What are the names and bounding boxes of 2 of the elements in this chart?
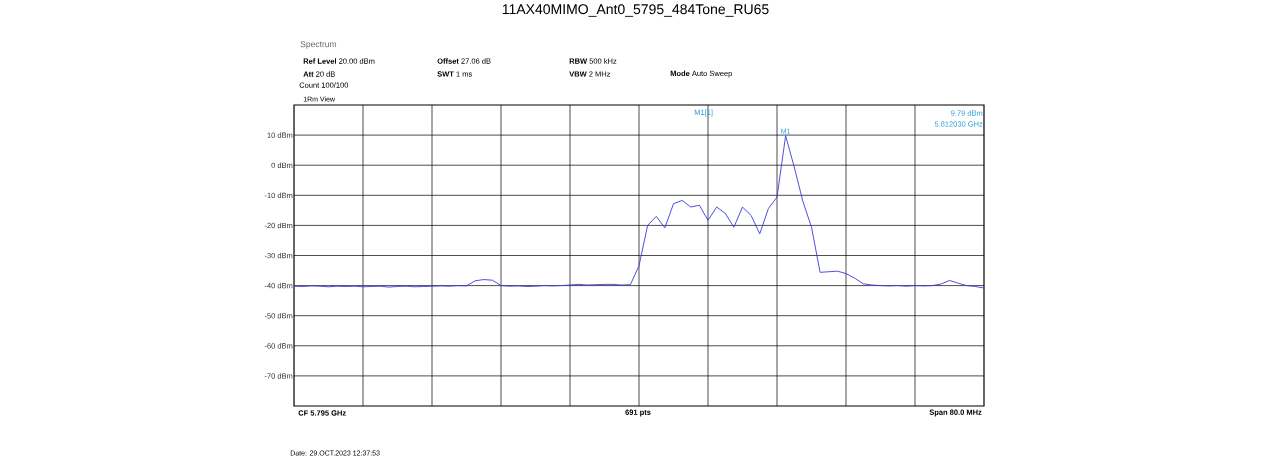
text: Spectrum (300, 41, 337, 49)
chart-title: 11AX40MIMO_Ant0_5795_484Tone_RU65 (502, 4, 769, 17)
